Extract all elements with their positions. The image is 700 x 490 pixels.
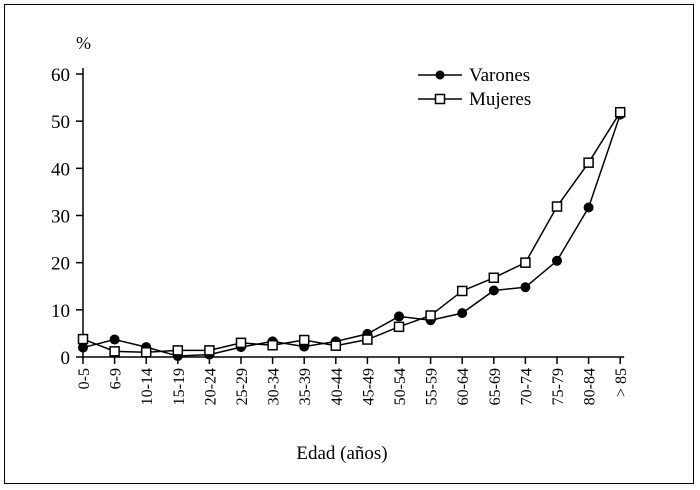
data-point-varones (394, 311, 404, 322)
y-tick-label: 50 (51, 112, 70, 133)
x-tick-label: 45-49 (360, 368, 377, 405)
data-point-mujeres (109, 346, 120, 357)
data-point-mujeres (456, 285, 468, 297)
data-point-varones (457, 308, 468, 319)
x-tick-label: 25-29 (234, 368, 251, 405)
y-tick-label: 20 (51, 254, 70, 275)
x-tick-label: 70-74 (518, 368, 535, 405)
x-tick-label: 0-5 (76, 368, 93, 389)
x-tick-label: 80-84 (582, 368, 599, 405)
x-tick-label: > 85 (613, 368, 630, 397)
x-tick-label: 40-44 (329, 368, 346, 405)
y-tick-label: 30 (51, 207, 70, 228)
data-point-mujeres (614, 106, 626, 118)
x-ticks: 0-5 6-9 10-14 15-19 20-24 25-29 30-34 35-39 40-4… (76, 357, 630, 405)
data-point-varones (109, 334, 120, 345)
x-tick-label: 20-24 (202, 368, 219, 405)
data-point-mujeres (393, 321, 405, 333)
x-tick-label: 35-39 (297, 368, 314, 405)
data-point-mujeres (425, 310, 436, 321)
x-tick-label: 75-79 (550, 368, 567, 405)
data-point-mujeres (583, 157, 594, 168)
x-tick-label: 10-14 (139, 368, 156, 405)
y-axis-label: % (76, 33, 91, 53)
data-point-varones (488, 285, 499, 296)
data-point-varones (520, 282, 531, 293)
data-point-mujeres (298, 334, 310, 346)
y-tick-label: 10 (51, 301, 70, 322)
data-point-varones (78, 342, 88, 353)
chart-frame (4, 4, 694, 484)
x-tick-label: 6-9 (108, 368, 125, 389)
legend-label: Mujeres (469, 89, 531, 110)
legend-marker-square (434, 93, 446, 105)
legend-label: Varones (469, 65, 530, 86)
x-tick-label: 30-34 (266, 368, 283, 405)
data-point-mujeres (77, 333, 89, 345)
series-line-varones (82, 114, 621, 357)
series-line-mujeres (82, 111, 621, 354)
data-point-varones (583, 202, 594, 213)
y-tick-label: 0 (61, 348, 71, 369)
axes (82, 68, 625, 358)
data-point-mujeres (362, 334, 373, 345)
x-tick-label: 55-59 (424, 368, 441, 405)
x-tick-label: 65-69 (487, 368, 504, 405)
data-point-mujeres (330, 340, 342, 351)
y-ticks: 0 10 20 30 40 50 60 (51, 65, 83, 369)
x-tick-label: 60-64 (455, 368, 472, 405)
legend: Varones Mujeres (418, 65, 531, 110)
x-tick-label: 15-19 (171, 368, 188, 405)
data-point-mujeres (551, 201, 563, 212)
data-point-mujeres (140, 347, 152, 358)
series-lines (77, 106, 626, 362)
data-point-mujeres (204, 345, 215, 356)
data-point-mujeres (235, 337, 247, 349)
data-point-mujeres (520, 257, 531, 268)
data-point-mujeres (267, 339, 278, 351)
y-tick-label: 60 (51, 65, 70, 86)
legend-marker-circle (435, 70, 445, 80)
x-tick-label: 50-54 (392, 368, 409, 405)
data-point-mujeres (172, 345, 184, 356)
data-point-mujeres (488, 272, 500, 284)
data-point-varones (552, 255, 562, 266)
y-tick-label: 40 (51, 159, 70, 180)
x-axis-label: Edad (años) (296, 443, 387, 464)
